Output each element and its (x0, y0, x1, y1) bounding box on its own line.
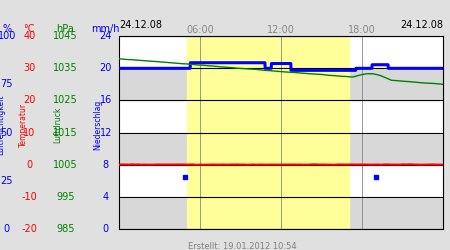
Text: 1045: 1045 (53, 31, 77, 41)
Text: 50: 50 (0, 128, 13, 138)
Bar (119, 100, 443, 132)
Text: 985: 985 (56, 224, 75, 234)
Text: °C: °C (23, 24, 35, 34)
Text: 24: 24 (99, 31, 112, 41)
Text: %: % (2, 24, 11, 34)
Text: mm/h: mm/h (91, 24, 120, 34)
Text: 1035: 1035 (53, 63, 77, 73)
Text: Luftdruck: Luftdruck (53, 107, 62, 143)
Text: Niederschlag: Niederschlag (94, 100, 103, 150)
Text: 25: 25 (0, 176, 13, 186)
Text: -20: -20 (21, 224, 37, 234)
Bar (119, 68, 443, 100)
Text: Temperatur: Temperatur (19, 103, 28, 147)
Text: 20: 20 (23, 96, 36, 106)
Bar (187, 36, 349, 229)
Text: 1015: 1015 (53, 128, 77, 138)
Text: 20: 20 (99, 63, 112, 73)
Text: Erstellt: 19.01.2012 10:54: Erstellt: 19.01.2012 10:54 (188, 242, 297, 250)
Text: 40: 40 (23, 31, 36, 41)
Text: 0: 0 (26, 160, 32, 170)
Text: 16: 16 (99, 96, 112, 106)
Text: 995: 995 (56, 192, 75, 202)
Text: Luftfeuchtigkeit: Luftfeuchtigkeit (0, 95, 5, 155)
Text: 10: 10 (23, 128, 36, 138)
Text: 30: 30 (23, 63, 36, 73)
Bar (119, 197, 443, 229)
Text: 24.12.08: 24.12.08 (400, 20, 443, 30)
Text: 4: 4 (103, 192, 109, 202)
Text: -10: -10 (22, 192, 37, 202)
Text: 0: 0 (103, 224, 109, 234)
Text: 12: 12 (99, 128, 112, 138)
Text: 1025: 1025 (53, 96, 77, 106)
Text: 0: 0 (4, 224, 10, 234)
Bar (119, 132, 443, 164)
Bar (119, 164, 443, 197)
Text: 1005: 1005 (53, 160, 77, 170)
Text: 8: 8 (103, 160, 109, 170)
Bar (119, 36, 443, 68)
Text: hPa: hPa (56, 24, 74, 34)
Text: 75: 75 (0, 80, 13, 90)
Text: 24.12.08: 24.12.08 (119, 20, 162, 30)
Text: 100: 100 (0, 31, 16, 41)
